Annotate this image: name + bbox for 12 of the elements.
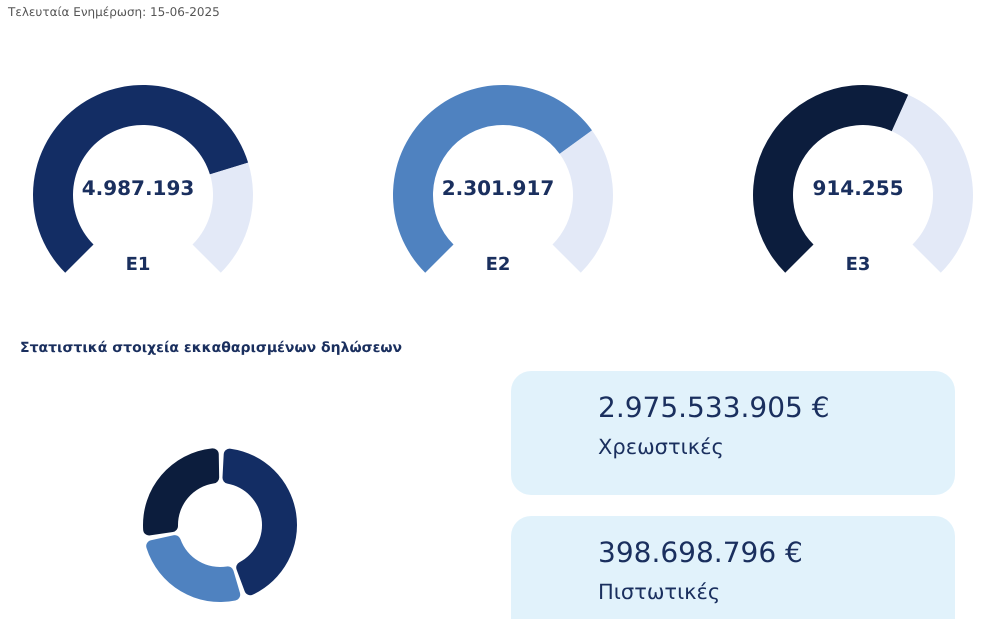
text: 398.698.796 € (598, 536, 803, 569)
text: 2.975.533.905 € (598, 391, 830, 424)
text: Πιστωτικές (598, 580, 720, 604)
text: 914.255 (811, 176, 905, 200)
text: E2 (484, 254, 512, 275)
text: Τελευταία Ενημέρωση: 15-06-2025 (8, 5, 220, 19)
text: E1 (124, 254, 152, 275)
text: Χρεωστικές (598, 435, 724, 459)
text: E3 (844, 254, 872, 275)
text: 4.987.193 (80, 176, 196, 200)
chart-title: Στατιστικά στοιχεία εκκαθαρισμένων δηλώσεων (20, 340, 402, 356)
text: 2.301.917 (440, 176, 556, 200)
